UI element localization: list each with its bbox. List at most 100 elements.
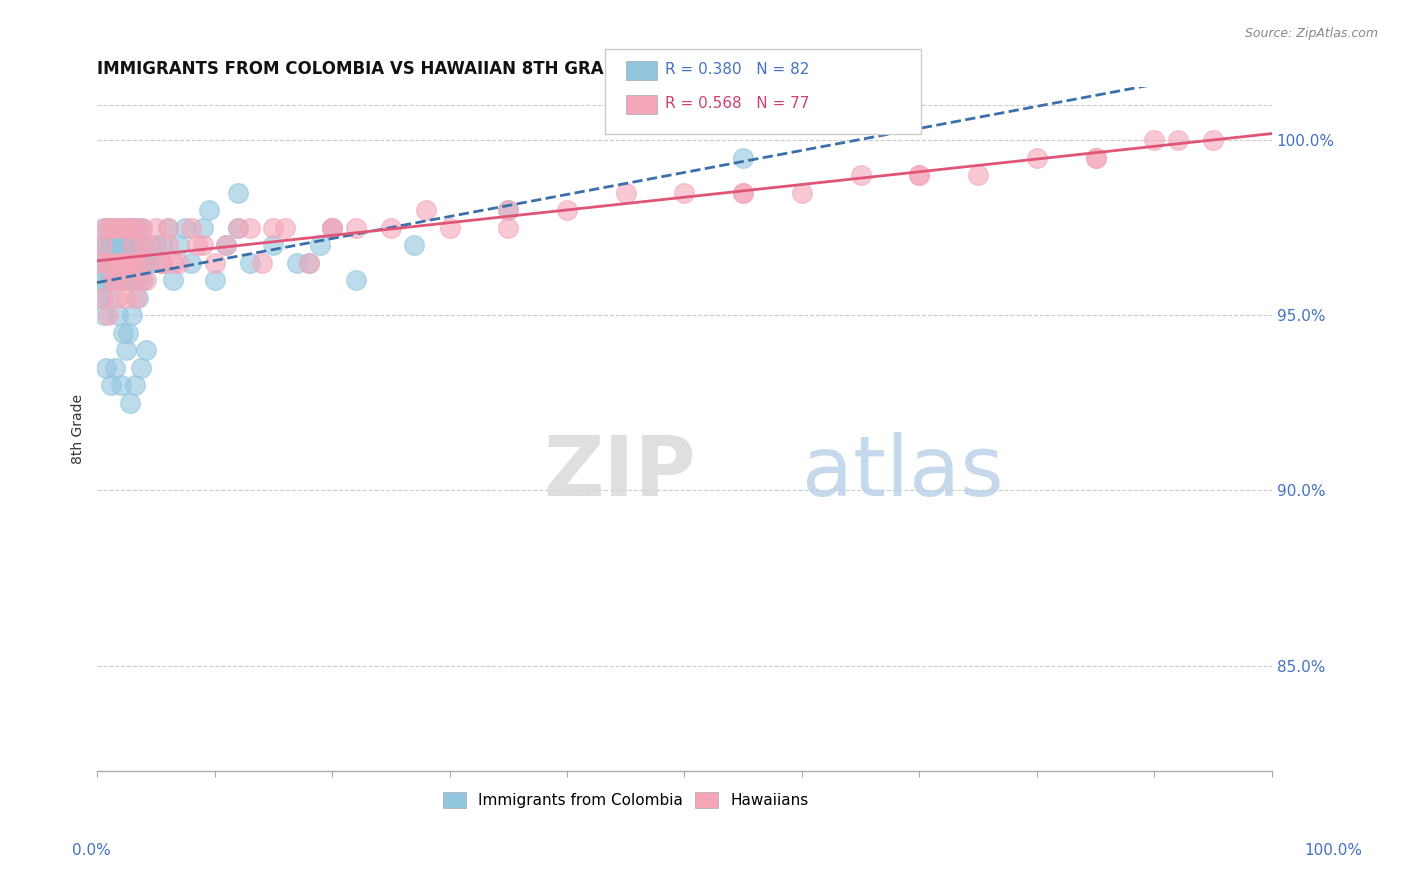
- Point: [93, 308, 115, 322]
- Point: [204, 273, 226, 287]
- Point: [89, 291, 111, 305]
- Point: [180, 255, 202, 269]
- Point: [93, 220, 115, 235]
- Y-axis label: 8th Grade: 8th Grade: [72, 394, 86, 464]
- Point: [104, 273, 127, 287]
- Point: [111, 220, 134, 235]
- Point: [733, 151, 755, 165]
- Point: [321, 220, 343, 235]
- Point: [226, 220, 249, 235]
- Point: [91, 255, 114, 269]
- Point: [1084, 151, 1107, 165]
- Point: [118, 396, 141, 410]
- Point: [96, 360, 118, 375]
- Point: [122, 273, 145, 287]
- Point: [321, 220, 343, 235]
- Point: [129, 273, 152, 287]
- Text: R = 0.380   N = 82: R = 0.380 N = 82: [665, 62, 810, 77]
- Point: [169, 255, 191, 269]
- Point: [849, 168, 872, 182]
- Point: [180, 220, 202, 235]
- Point: [100, 378, 122, 392]
- Point: [104, 255, 127, 269]
- Text: ZIP: ZIP: [544, 433, 696, 514]
- Point: [496, 203, 519, 218]
- Point: [125, 291, 148, 305]
- Point: [274, 220, 297, 235]
- Point: [114, 238, 136, 252]
- Point: [105, 255, 128, 269]
- Point: [908, 168, 931, 182]
- Point: [169, 238, 191, 252]
- Point: [121, 238, 143, 252]
- Point: [93, 220, 115, 235]
- Point: [104, 273, 127, 287]
- Point: [108, 273, 131, 287]
- Point: [139, 255, 162, 269]
- Point: [103, 220, 125, 235]
- Point: [555, 203, 578, 218]
- Point: [150, 255, 173, 269]
- Point: [132, 273, 155, 287]
- Point: [1084, 151, 1107, 165]
- Point: [790, 186, 813, 200]
- Point: [132, 255, 155, 269]
- Point: [105, 291, 128, 305]
- Point: [101, 273, 124, 287]
- Point: [191, 220, 214, 235]
- Text: R = 0.568   N = 77: R = 0.568 N = 77: [665, 96, 810, 111]
- Point: [96, 255, 118, 269]
- Point: [107, 220, 129, 235]
- Point: [118, 273, 141, 287]
- Point: [118, 238, 141, 252]
- Point: [1143, 133, 1166, 147]
- Point: [125, 220, 148, 235]
- Point: [415, 203, 437, 218]
- Point: [496, 203, 519, 218]
- Point: [111, 220, 134, 235]
- Point: [110, 238, 132, 252]
- Point: [239, 220, 262, 235]
- Point: [197, 203, 219, 218]
- Point: [162, 273, 184, 287]
- Point: [124, 238, 146, 252]
- Point: [89, 255, 111, 269]
- Point: [139, 255, 162, 269]
- Point: [90, 238, 112, 252]
- Point: [156, 220, 179, 235]
- Point: [908, 168, 931, 182]
- Point: [90, 238, 112, 252]
- Point: [125, 255, 148, 269]
- Point: [733, 186, 755, 200]
- Point: [439, 220, 461, 235]
- Point: [103, 220, 125, 235]
- Point: [733, 186, 755, 200]
- Point: [112, 273, 135, 287]
- Point: [101, 255, 124, 269]
- Point: [111, 273, 134, 287]
- Point: [118, 255, 141, 269]
- Point: [117, 220, 139, 235]
- Point: [344, 273, 367, 287]
- Point: [309, 238, 332, 252]
- Point: [297, 255, 319, 269]
- Point: [215, 238, 238, 252]
- Point: [226, 220, 249, 235]
- Point: [135, 273, 157, 287]
- Point: [121, 220, 143, 235]
- Point: [121, 308, 143, 322]
- Point: [1167, 133, 1189, 147]
- Point: [131, 220, 153, 235]
- Point: [673, 186, 696, 200]
- Point: [107, 308, 129, 322]
- Point: [124, 378, 146, 392]
- Point: [121, 220, 143, 235]
- Point: [110, 255, 132, 269]
- Point: [127, 273, 149, 287]
- Point: [496, 220, 519, 235]
- Point: [100, 238, 122, 252]
- Point: [404, 238, 426, 252]
- Point: [115, 291, 138, 305]
- Text: IMMIGRANTS FROM COLOMBIA VS HAWAIIAN 8TH GRADE CORRELATION CHART: IMMIGRANTS FROM COLOMBIA VS HAWAIIAN 8TH…: [97, 60, 834, 78]
- Point: [145, 220, 167, 235]
